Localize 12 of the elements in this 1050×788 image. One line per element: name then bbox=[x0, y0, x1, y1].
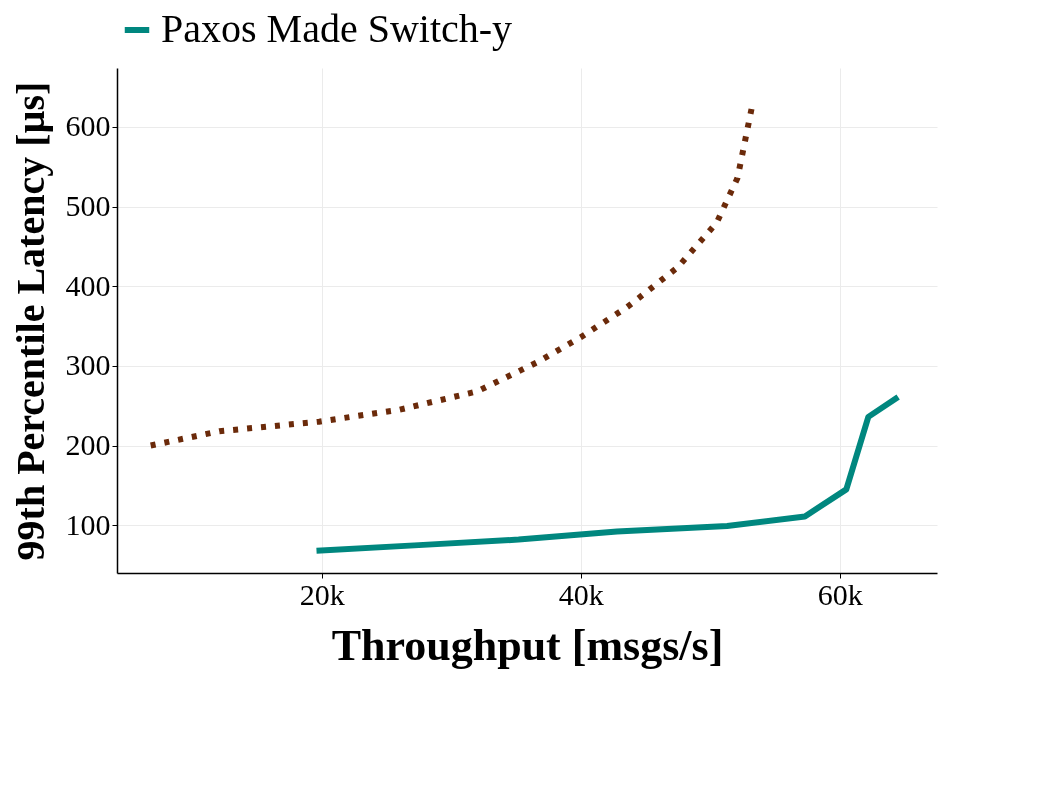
x-tick-label: 20k bbox=[299, 577, 345, 611]
x-tick-label: 40k bbox=[558, 577, 604, 611]
y-tick-label: 500 bbox=[65, 189, 111, 223]
y-tick-label: 600 bbox=[65, 109, 111, 143]
x-axis-title: Throughput [msgs/s] bbox=[331, 620, 724, 670]
y-tick-label: 300 bbox=[65, 348, 111, 382]
legend-label: Paxos Made Switch-y bbox=[161, 6, 513, 51]
y-tick-label: 200 bbox=[65, 428, 111, 462]
y-tick-label: 400 bbox=[65, 268, 111, 302]
y-axis-title: 99th Percentile Latency [µs] bbox=[7, 81, 53, 561]
y-tick-label: 100 bbox=[65, 507, 111, 541]
x-tick-label: 60k bbox=[817, 577, 863, 611]
